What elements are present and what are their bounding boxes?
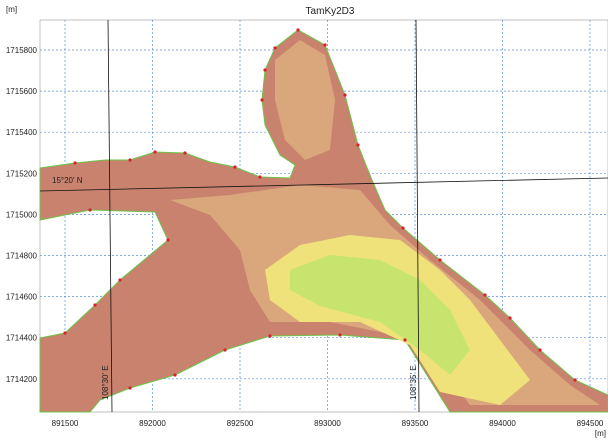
y-tick-label: 1714800 — [6, 252, 38, 261]
map: TamKy2D3 [m] [m] 15°20' N 108°30' E 108°… — [0, 0, 608, 439]
x-tick-label: 893500 — [402, 419, 429, 428]
x-tick-label: 892500 — [227, 419, 254, 428]
y-tick-label: 1715800 — [6, 46, 38, 55]
latitude-label: 15°20' N — [52, 176, 83, 185]
map-title: TamKy2D3 — [306, 6, 355, 17]
x-tick-label: 891500 — [52, 419, 79, 428]
x-tick-label: 894000 — [489, 419, 516, 428]
y-tick-label: 1715000 — [6, 210, 38, 219]
x-tick-label: 894500 — [577, 419, 604, 428]
y-tick-label: 1714200 — [6, 375, 38, 384]
y-unit: [m] — [6, 5, 17, 14]
longitude-label: 108°30' E — [101, 365, 110, 400]
y-tick-label: 1714400 — [6, 334, 38, 343]
y-tick-label: 1714600 — [6, 293, 38, 302]
longitude-label: 108°35' E — [409, 365, 418, 400]
x-tick-label: 892000 — [139, 419, 166, 428]
x-unit: [m] — [595, 429, 606, 438]
y-tick-label: 1715200 — [6, 169, 38, 178]
y-tick-label: 1715400 — [6, 128, 38, 137]
x-tick-label: 893000 — [314, 419, 341, 428]
y-tick-label: 1715600 — [6, 87, 38, 96]
